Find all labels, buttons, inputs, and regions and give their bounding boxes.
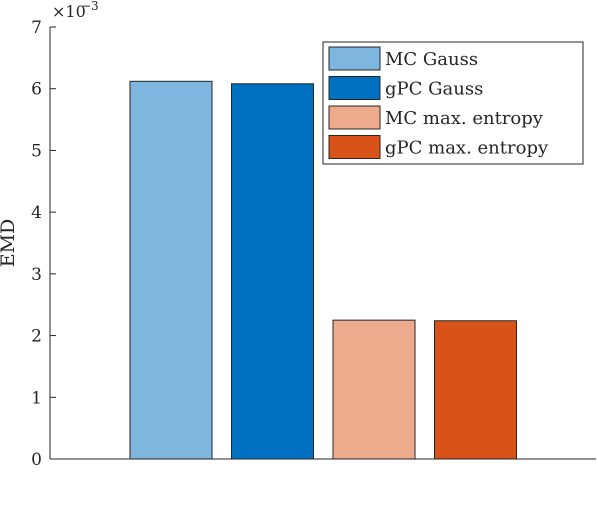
y-tick-label: 7: [31, 18, 42, 38]
bar-gpc-max-entropy: [434, 320, 517, 460]
plot-area: 0 1 2 3 4 5 6 7: [31, 18, 596, 470]
exponent-power: −3: [81, 0, 99, 13]
legend-label: MC max. entropy: [385, 108, 544, 129]
y-ticks: 0 1 2 3 4 5 6 7: [31, 18, 56, 470]
y-tick-label: 3: [31, 265, 42, 285]
axis-exponent: ×10 −3: [52, 0, 99, 21]
y-tick-label: 4: [31, 203, 42, 223]
exponent-base: ×10: [52, 2, 86, 21]
y-tick-label: 0: [31, 450, 42, 470]
y-tick-label: 5: [31, 141, 42, 161]
y-axis-label: EMD: [0, 219, 19, 268]
legend-swatch: [328, 105, 381, 130]
legend-swatch: [328, 46, 381, 71]
legend-label: gPC Gauss: [385, 79, 483, 100]
legend-swatch: [328, 76, 381, 100]
legend-label: gPC max. entropy: [385, 138, 549, 159]
legend-label: MC Gauss: [385, 49, 478, 70]
y-tick-label: 1: [31, 388, 42, 408]
bar-mc-gauss: [129, 80, 213, 460]
y-tick-label: 2: [31, 327, 42, 347]
legend: MC Gauss gPC Gauss MC max. entropy gPC max.…: [322, 41, 584, 165]
bars: [129, 80, 517, 460]
bar-mc-max-entropy: [332, 319, 416, 460]
bar-gpc-gauss: [231, 83, 314, 460]
legend-swatch: [328, 135, 381, 159]
y-tick-label: 6: [31, 80, 42, 100]
